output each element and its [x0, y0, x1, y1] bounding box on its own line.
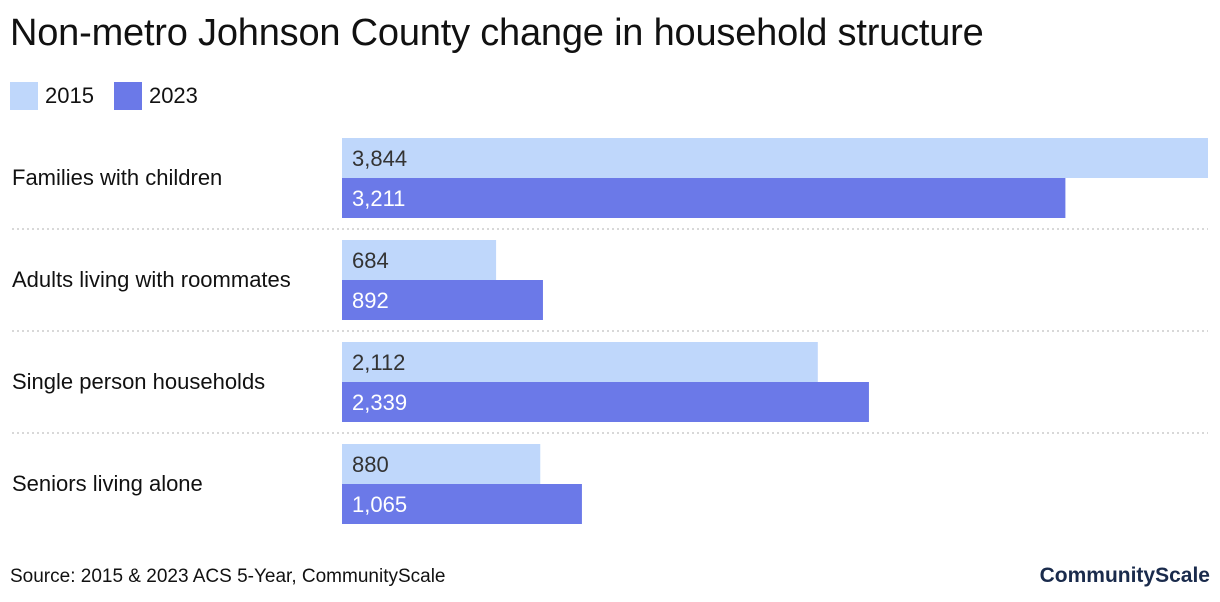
bar-2023: [342, 382, 869, 422]
bar-2015: [342, 240, 497, 280]
brand-logo: CommunityScale: [1039, 564, 1210, 587]
category-label: Seniors living alone: [12, 471, 203, 496]
bar-2015: [342, 342, 818, 382]
chart-title: Non-metro Johnson County change in house…: [10, 12, 984, 54]
legend-swatch-2015: [10, 82, 38, 110]
legend: 2015 2023: [10, 82, 218, 110]
bar-value-label: 892: [352, 288, 389, 313]
bar-2023: [342, 484, 582, 524]
legend-item-2015: 2015: [10, 82, 94, 110]
source-note: Source: 2015 & 2023 ACS 5-Year, Communit…: [10, 566, 446, 587]
bar-value-label: 3,211: [352, 186, 405, 211]
bar-2015: [342, 444, 541, 484]
bar-chart: Families with children 3,844 3,211 Adults l…: [12, 138, 1208, 524]
category-label: Families with children: [12, 165, 222, 190]
legend-label-2023: 2023: [148, 83, 198, 108]
bar-value-label: 2,339: [352, 390, 407, 415]
legend-swatch-2023: [113, 82, 142, 110]
bar-2023: [342, 280, 543, 320]
category-label: Adults living with roommates: [12, 267, 291, 292]
bar-value-label: 2,112: [352, 350, 405, 375]
bar-value-label: 1,065: [352, 492, 407, 517]
bar-value-label: 880: [352, 452, 389, 477]
legend-label-2015: 2015: [45, 83, 94, 108]
bar-value-label: 3,844: [352, 146, 407, 171]
bar-2015: [342, 138, 1208, 178]
bar-2023: [342, 178, 1066, 218]
category-label: Single person households: [12, 369, 265, 394]
bar-value-label: 684: [352, 248, 389, 273]
legend-item-2023: 2023: [113, 82, 198, 110]
